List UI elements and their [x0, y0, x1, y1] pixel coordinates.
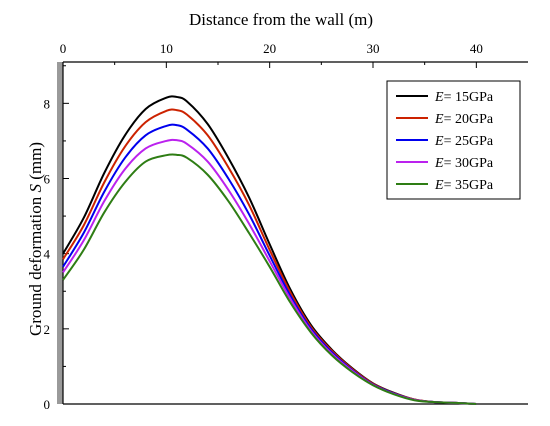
legend-label: E= 15GPa: [434, 90, 494, 105]
y-tick-label: 2: [44, 322, 51, 337]
series-line: [62, 153, 477, 405]
x-tick-label: 10: [160, 41, 173, 56]
x-tick-label: 20: [263, 41, 276, 56]
legend-label: E= 35GPa: [434, 178, 494, 193]
legend-label: E= 20GPa: [434, 112, 494, 127]
y-axis-title: Ground deformation S (mm): [26, 142, 45, 336]
y-tick-label: 0: [44, 397, 51, 412]
plot-area: 0 10 20 30 40 0 2 4 6 8 E= 15GPa E= 20GPa E= 25GPa E=…: [44, 41, 528, 412]
legend-label: E= 30GPa: [434, 156, 494, 171]
y-axis-title-prefix: Ground deformation: [26, 193, 45, 337]
x-tick-label: 30: [367, 41, 380, 56]
left-axis-strip: [57, 62, 63, 404]
y-tick-label: 6: [44, 172, 51, 187]
x-axis-title: Distance from the wall (m): [189, 10, 373, 29]
legend-label: E= 25GPa: [434, 134, 494, 149]
x-tick-label: 40: [470, 41, 483, 56]
y-tick-label: 8: [44, 96, 51, 111]
x-tick-label: 0: [60, 41, 67, 56]
y-tick-label: 4: [44, 247, 51, 262]
y-axis-title-suffix: (mm): [26, 142, 45, 184]
y-axis-title-variable: S: [26, 184, 45, 193]
